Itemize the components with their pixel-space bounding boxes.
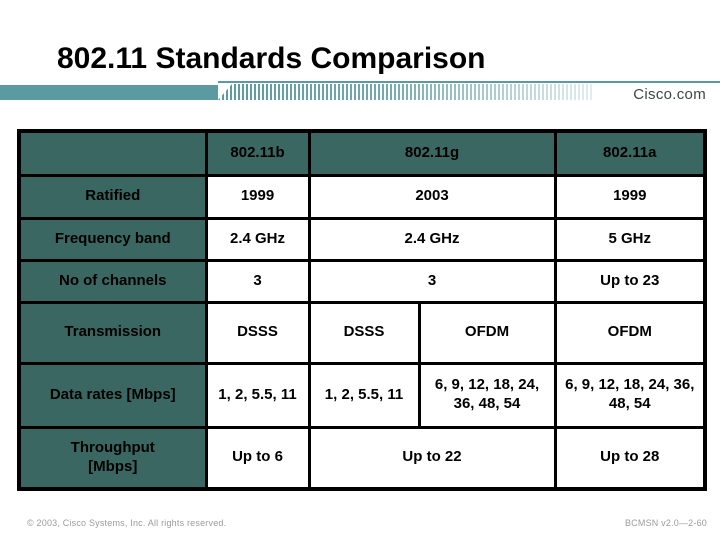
throughput-label-line2: [Mbps] [88, 457, 138, 475]
cell-frequency-g: 2.4 GHz [307, 216, 557, 262]
cell-ratified-a: 1999 [553, 173, 707, 220]
cell-throughput-a: Up to 28 [553, 425, 707, 491]
cell-data-rates-g-ofdm: 6, 9, 12, 18, 24, 36, 48, 54 [417, 361, 557, 429]
table-row-transmission: Transmission DSSS DSSS OFDM OFDM [17, 300, 707, 365]
cell-channels-g: 3 [307, 258, 557, 304]
row-label-ratified: Ratified [17, 173, 208, 220]
row-label-throughput: Throughput [Mbps] [17, 425, 208, 491]
cell-channels-b: 3 [204, 258, 311, 304]
row-label-transmission: Transmission [17, 300, 208, 365]
cell-ratified-b: 1999 [204, 173, 311, 220]
header-stripes-decoration [218, 84, 592, 100]
cell-data-rates-g-dsss: 1, 2, 5.5, 11 [307, 361, 421, 429]
cell-throughput-g: Up to 22 [307, 425, 557, 491]
cell-transmission-g-ofdm: OFDM [417, 300, 557, 365]
cell-channels-a: Up to 23 [553, 258, 707, 304]
table-row-channels: No of channels 3 3 Up to 23 [17, 258, 707, 304]
col-header-802-11a: 802.11a [553, 129, 707, 177]
cell-transmission-g-dsss: DSSS [307, 300, 421, 365]
copyright-text: © 2003, Cisco Systems, Inc. All rights r… [27, 518, 227, 528]
slide-number: BCMSN v2.0—2-60 [624, 518, 707, 528]
cell-frequency-b: 2.4 GHz [204, 216, 311, 262]
page-title: 802.11 Standards Comparison [57, 42, 486, 75]
row-label-channels: No of channels [17, 258, 208, 304]
col-header-802-11b: 802.11b [204, 129, 311, 177]
cell-ratified-g: 2003 [307, 173, 557, 220]
cisco-logo: Cisco.com [633, 86, 706, 103]
table-row-frequency-band: Frequency band 2.4 GHz 2.4 GHz 5 GHz [17, 216, 707, 262]
row-label-frequency-band: Frequency band [17, 216, 208, 262]
cell-throughput-b: Up to 6 [204, 425, 311, 491]
col-header-blank [17, 129, 208, 177]
cell-data-rates-a: 6, 9, 12, 18, 24, 36, 48, 54 [553, 361, 707, 429]
table-row-ratified: Ratified 1999 2003 1999 [17, 173, 707, 220]
standards-comparison-table: 802.11b 802.11g 802.11a Ratified 1999 20… [17, 129, 707, 491]
cell-data-rates-b: 1, 2, 5.5, 11 [204, 361, 311, 429]
table-row-data-rates: Data rates [Mbps] 1, 2, 5.5, 11 1, 2, 5.… [17, 361, 707, 429]
header-accent-line [218, 81, 720, 83]
row-label-data-rates: Data rates [Mbps] [17, 361, 208, 429]
table-row-throughput: Throughput [Mbps] Up to 6 Up to 22 Up to… [17, 425, 707, 491]
header-bar [0, 85, 218, 100]
col-header-802-11g: 802.11g [307, 129, 557, 177]
cell-transmission-a: OFDM [553, 300, 707, 365]
table-header-row: 802.11b 802.11g 802.11a [17, 129, 707, 177]
throughput-label-line1: Throughput [70, 439, 155, 456]
cell-frequency-a: 5 GHz [553, 216, 707, 262]
cell-transmission-b: DSSS [204, 300, 311, 365]
